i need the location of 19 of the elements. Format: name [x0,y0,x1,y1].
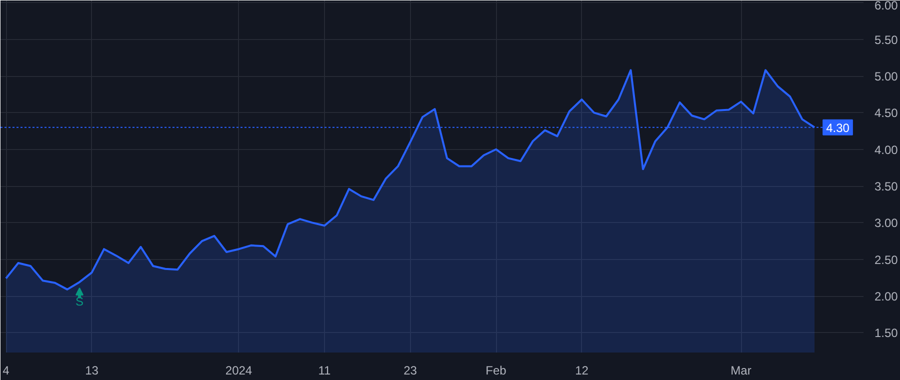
x-tick-label: 2024 [225,364,252,378]
y-tick-label: 4.00 [874,142,898,157]
y-tick-label: 6.00 [874,0,898,12]
x-tick-label: Mar [730,364,752,378]
ref-line-label: 4.30 [826,120,850,135]
x-tick-label: Feb [486,364,507,378]
y-tick-label: 3.00 [874,216,898,230]
x-tick-label: 23 [404,364,418,378]
x-tick-label: 11 [318,364,332,378]
y-tick-label: 2.00 [874,290,898,304]
y-tick-label: 5.50 [874,32,898,47]
y-tick-label: 2.50 [874,252,898,267]
x-tick-label: 13 [85,364,99,378]
y-tick-label: 3.50 [874,180,898,194]
y-tick-label: 1.50 [874,326,898,340]
y-tick-label: 5.00 [874,70,898,84]
x-tick-label: 12 [575,364,589,378]
x-tick-label: 4 [2,364,10,378]
y-tick-label: 4.50 [874,106,898,120]
